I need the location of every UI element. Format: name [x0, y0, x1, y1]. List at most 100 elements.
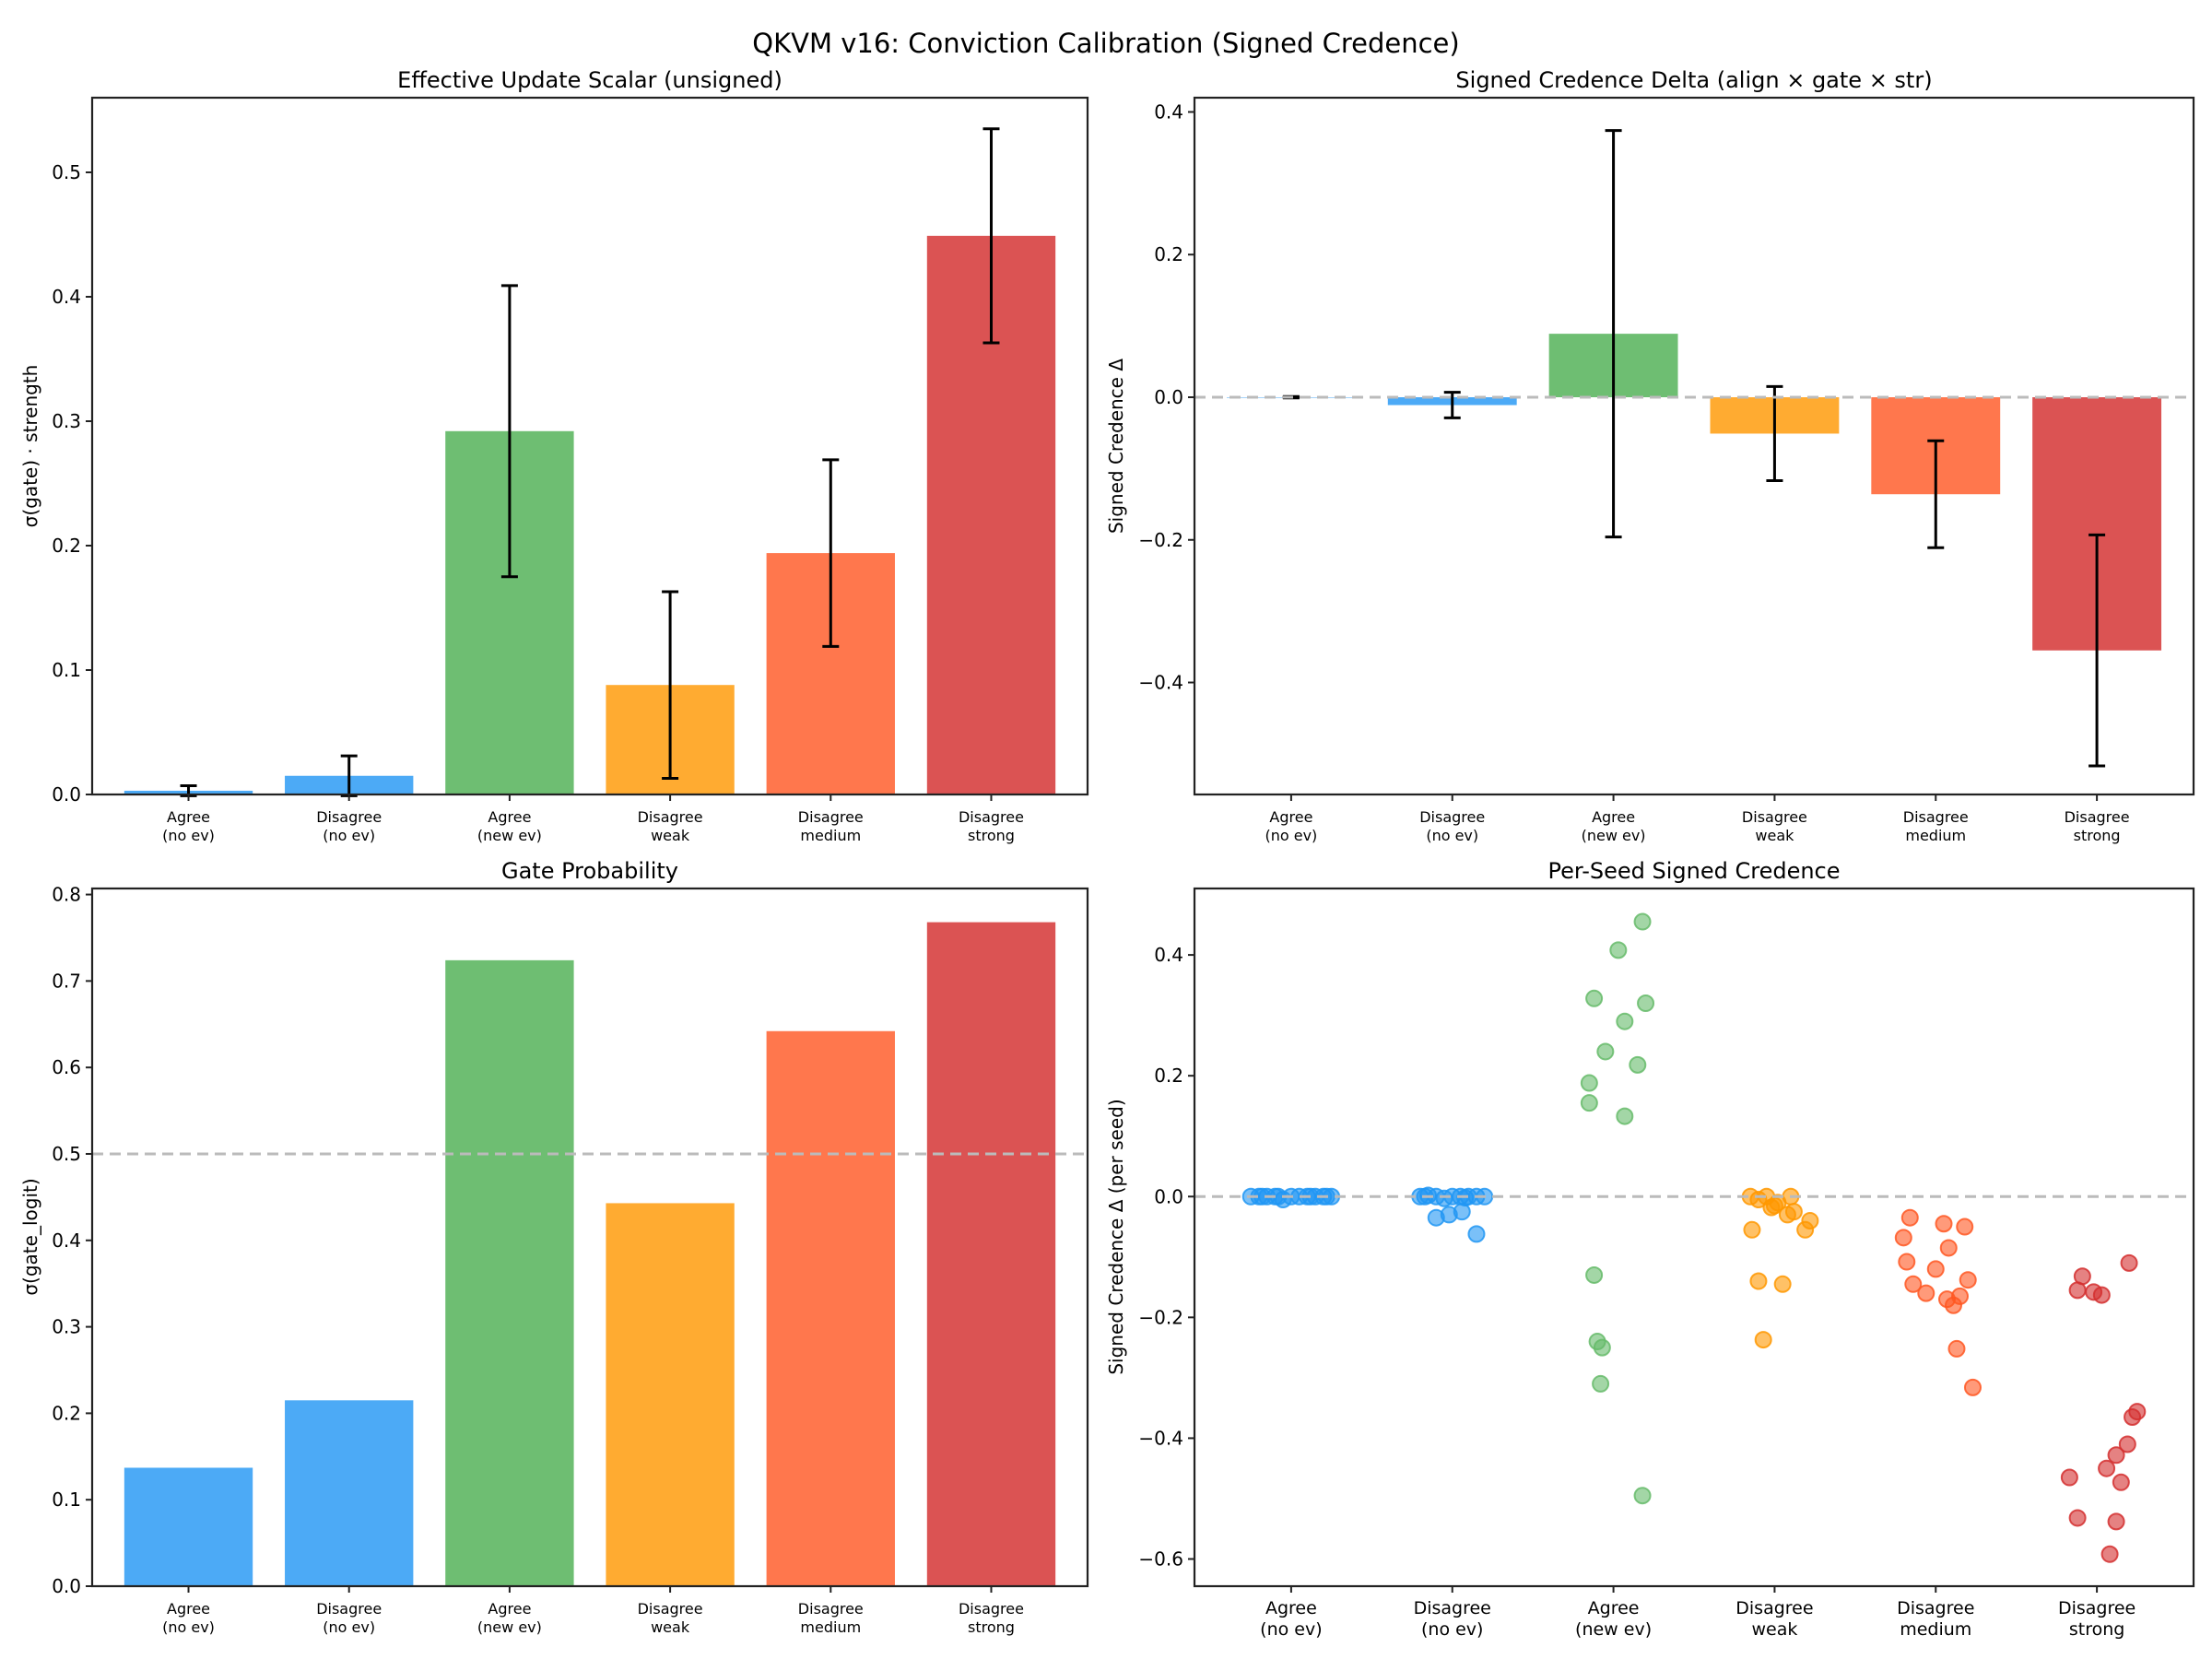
x-tick-label: Disagree: [638, 808, 703, 826]
x-tick-label: strong: [968, 827, 1015, 844]
y-tick-label: −0.6: [1138, 1548, 1183, 1571]
point-5-4: [2092, 1286, 2111, 1304]
point-4-14: [1963, 1378, 1982, 1396]
point-2-1: [1609, 941, 1628, 959]
x-tick-label: weak: [651, 827, 690, 844]
x-tick-label: (no ev): [323, 827, 375, 844]
bar-3: [606, 1203, 735, 1586]
point-2-13: [1592, 1374, 1610, 1393]
gate-probability-panel: Gate Probability σ(gate_logit) 0.0 0.1 0.2…: [19, 858, 1089, 1636]
point-3-9: [1743, 1220, 1761, 1239]
x-tick-label: medium: [800, 1618, 861, 1636]
point-2-2: [1585, 989, 1604, 1007]
x-tick-label: Agree: [1588, 1598, 1640, 1618]
point-4-5: [1898, 1253, 1916, 1271]
y-tick-label: 0.0: [52, 1575, 81, 1597]
point-2-9: [1616, 1107, 1634, 1125]
x-tick-label: weak: [651, 1618, 690, 1636]
y-tick-label: 0.8: [52, 884, 81, 906]
x-tick-label: Disagree: [1903, 808, 1969, 826]
y-tick-label: 0.4: [52, 286, 81, 308]
x-tick-label: Agree: [488, 1600, 531, 1618]
point-4-3: [1894, 1229, 1912, 1247]
x-tick-label: Disagree: [1735, 1598, 1813, 1618]
point-1-12: [1467, 1225, 1486, 1243]
axes-frame: [90, 887, 1089, 1588]
x-tick-label: Disagree: [959, 1600, 1024, 1618]
point-3-14: [1754, 1331, 1772, 1349]
x-tick-label: medium: [1905, 827, 1966, 844]
y-tick-label: 0.3: [52, 410, 81, 432]
point-5-7: [2118, 1435, 2136, 1453]
x-tick-label: Disagree: [638, 1600, 703, 1618]
x-tick-label: medium: [800, 827, 861, 844]
x-tick-label: Disagree: [1897, 1598, 1974, 1618]
point-3-11: [1749, 1272, 1768, 1290]
point-2-5: [1596, 1042, 1615, 1061]
x-tick-label: medium: [1900, 1619, 1971, 1640]
axes-frame: [1193, 96, 2195, 796]
point-2-8: [1580, 1094, 1598, 1112]
y-axis-label: σ(gate) · strength: [19, 365, 41, 528]
point-5-8: [2107, 1446, 2125, 1465]
point-4-9: [1917, 1284, 1936, 1302]
x-tick-label: Disagree: [798, 1600, 864, 1618]
x-tick-label: weak: [1751, 1619, 1797, 1640]
point-5-13: [2107, 1512, 2125, 1531]
x-tick-label: (no ev): [323, 1618, 375, 1636]
y-tick-label: 0.2: [52, 535, 81, 557]
x-tick-label: Agree: [1265, 1598, 1317, 1618]
x-tick-label: weak: [1755, 827, 1794, 844]
y-axis-label: Signed Credence Δ (per seed): [1105, 1099, 1127, 1374]
point-2-4: [1616, 1012, 1634, 1030]
x-tick-label: (no ev): [162, 827, 215, 844]
y-tick-label: −0.2: [1138, 529, 1183, 551]
y-tick-label: 0.5: [52, 161, 81, 183]
y-tick-label: 0.6: [52, 1056, 81, 1078]
point-5-11: [2112, 1473, 2130, 1491]
point-4-0: [1900, 1208, 1919, 1227]
point-2-0: [1633, 912, 1652, 931]
x-tick-label: (no ev): [1421, 1619, 1483, 1640]
x-tick-label: Disagree: [1414, 1598, 1491, 1618]
panel-title: Signed Credence Delta (align × gate × st…: [1455, 67, 1932, 93]
x-tick-label: Disagree: [959, 808, 1024, 826]
x-tick-label: strong: [2069, 1619, 2124, 1640]
x-tick-label: Disagree: [316, 808, 382, 826]
bar-5: [926, 922, 1056, 1586]
bar-0: [124, 1467, 253, 1586]
point-2-10: [1585, 1265, 1604, 1284]
x-tick-label: (new ev): [477, 827, 542, 844]
bar-4: [766, 1030, 895, 1586]
point-4-12: [1944, 1296, 1962, 1314]
axes-frame: [1193, 887, 2195, 1588]
y-tick-label: 0.4: [1154, 944, 1183, 966]
x-tick-label: Disagree: [2065, 808, 2130, 826]
x-tick-label: Agree: [167, 808, 210, 826]
point-3-10: [1796, 1220, 1815, 1239]
x-tick-label: Disagree: [316, 1600, 382, 1618]
y-tick-label: −0.4: [1138, 1427, 1183, 1449]
figure-title: QKVM v16: Conviction Calibration (Signed…: [752, 28, 1459, 59]
signed-delta-panel: Signed Credence Delta (align × gate × st…: [1105, 67, 2195, 844]
y-tick-label: −0.4: [1138, 672, 1183, 694]
x-tick-label: (no ev): [1426, 827, 1478, 844]
panel-title: Per-Seed Signed Credence: [1547, 858, 1840, 884]
x-tick-label: Disagree: [2058, 1598, 2136, 1618]
point-4-8: [1904, 1275, 1923, 1293]
y-tick-label: 0.2: [52, 1402, 81, 1424]
y-tick-label: 0.2: [1154, 243, 1183, 265]
update-scalar-panel: Effective Update Scalar (unsigned) σ(gat…: [19, 67, 1089, 844]
x-tick-label: Agree: [167, 1600, 210, 1618]
point-4-13: [1947, 1339, 1966, 1358]
y-tick-label: 0.0: [1154, 386, 1183, 408]
point-5-9: [2098, 1459, 2116, 1477]
point-4-1: [1935, 1215, 1953, 1233]
x-tick-label: strong: [968, 1618, 1015, 1636]
x-tick-label: (no ev): [1260, 1619, 1322, 1640]
point-4-6: [1926, 1260, 1945, 1278]
x-tick-label: (new ev): [1582, 827, 1646, 844]
point-5-14: [2100, 1545, 2119, 1563]
point-5-10: [2060, 1468, 2078, 1487]
